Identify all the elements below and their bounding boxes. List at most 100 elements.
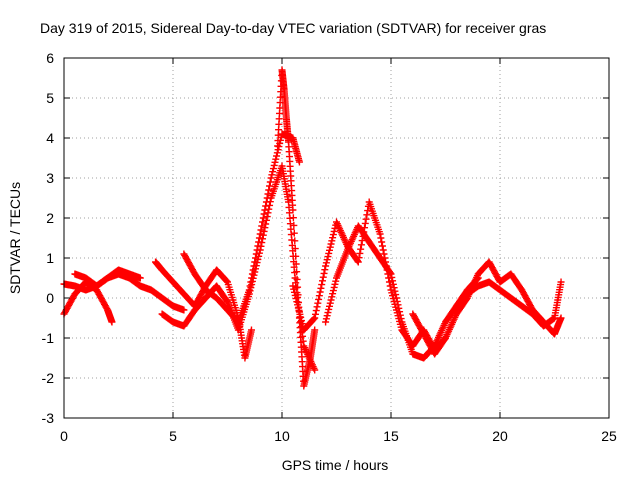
- data-point: [332, 277, 340, 285]
- data-point: [293, 268, 301, 276]
- data-point: [357, 241, 365, 249]
- data-point: [297, 313, 305, 321]
- data-point: [396, 311, 404, 319]
- data-point: [311, 326, 319, 334]
- data-point: [325, 305, 333, 313]
- data-point: [391, 287, 399, 295]
- data-point: [318, 281, 326, 289]
- series-sat-f: [158, 162, 319, 374]
- data-point: [325, 302, 333, 310]
- data-point: [296, 310, 304, 318]
- y-axis-title: SDTVAR / TECUs: [7, 182, 23, 294]
- series-sat-c: [71, 266, 144, 290]
- data-point: [254, 255, 262, 263]
- data-point: [392, 294, 400, 302]
- x-tick-label: 0: [60, 428, 68, 444]
- data-point: [265, 186, 273, 194]
- data-point: [294, 304, 302, 312]
- data-point: [313, 303, 321, 311]
- data-point: [389, 280, 397, 288]
- y-tick-label: 2: [46, 210, 54, 226]
- data-point: [310, 315, 318, 323]
- data-point: [358, 237, 366, 245]
- data-point: [259, 235, 267, 243]
- data-point: [357, 245, 365, 253]
- data-point: [328, 237, 336, 245]
- data-point: [290, 285, 298, 293]
- data-point: [328, 293, 336, 301]
- series-sat-j: [409, 258, 565, 358]
- data-point: [293, 275, 301, 283]
- data-point: [255, 249, 263, 257]
- data-point: [247, 284, 255, 292]
- y-tick-label: -1: [42, 330, 55, 346]
- data-point: [290, 229, 298, 237]
- data-point: [259, 231, 267, 239]
- data-point: [323, 312, 331, 320]
- x-tick-label: 20: [492, 428, 508, 444]
- data-point: [322, 259, 330, 267]
- data-point: [322, 315, 330, 323]
- data-point: [329, 290, 337, 298]
- data-point: [315, 292, 323, 300]
- x-tick-label: 15: [383, 428, 399, 444]
- data-point: [362, 215, 370, 223]
- data-point: [290, 288, 298, 296]
- data-point: [319, 273, 327, 281]
- data-point: [289, 282, 297, 290]
- data-point: [260, 227, 268, 235]
- chart-title: Day 319 of 2015, Sidereal Day-to-day VTE…: [40, 20, 546, 36]
- data-point: [136, 274, 144, 282]
- data-point: [264, 209, 272, 217]
- y-tick-label: 3: [46, 170, 54, 186]
- data-point: [356, 249, 364, 257]
- data-point: [290, 221, 298, 229]
- data-point: [255, 252, 263, 260]
- data-point: [269, 168, 277, 176]
- data-point: [557, 278, 565, 286]
- data-point: [245, 290, 253, 298]
- data-point: [378, 238, 386, 246]
- data-point: [292, 295, 300, 303]
- data-point: [325, 249, 333, 257]
- data-point: [267, 174, 275, 182]
- data-point: [247, 326, 255, 334]
- data-point: [380, 250, 388, 258]
- data-point: [262, 220, 270, 228]
- data-point: [312, 307, 320, 315]
- data-point: [557, 314, 565, 322]
- data-point: [292, 260, 300, 268]
- data-point: [395, 304, 403, 312]
- data-point: [354, 257, 362, 265]
- data-point: [256, 246, 264, 254]
- data-point: [314, 299, 322, 307]
- series-sat-d: [152, 258, 255, 362]
- data-point: [108, 318, 116, 326]
- y-tick-label: 1: [46, 250, 54, 266]
- data-point: [248, 281, 256, 289]
- data-point: [295, 307, 303, 315]
- y-tick-label: -2: [42, 370, 55, 386]
- data-point: [389, 277, 397, 285]
- data-point: [294, 283, 302, 291]
- data-point: [261, 224, 269, 232]
- data-point: [329, 234, 337, 242]
- data-point: [315, 295, 323, 303]
- data-point: [316, 288, 324, 296]
- data-point: [253, 259, 261, 267]
- data-point: [386, 269, 394, 277]
- data-point: [223, 277, 231, 285]
- data-point: [255, 234, 263, 242]
- data-point: [256, 230, 264, 238]
- data-point: [271, 158, 279, 166]
- data-point: [377, 234, 385, 242]
- data-point: [291, 237, 299, 245]
- x-tick-label: 10: [274, 428, 290, 444]
- data-point: [385, 278, 393, 286]
- ticks-layer: 0 5 10 15 20 25 -3 -2 -1 0 1 2 3 4 5 6: [42, 50, 617, 444]
- data-point: [323, 256, 331, 264]
- data-point: [311, 366, 319, 374]
- data-point: [273, 149, 281, 157]
- data-point: [317, 284, 325, 292]
